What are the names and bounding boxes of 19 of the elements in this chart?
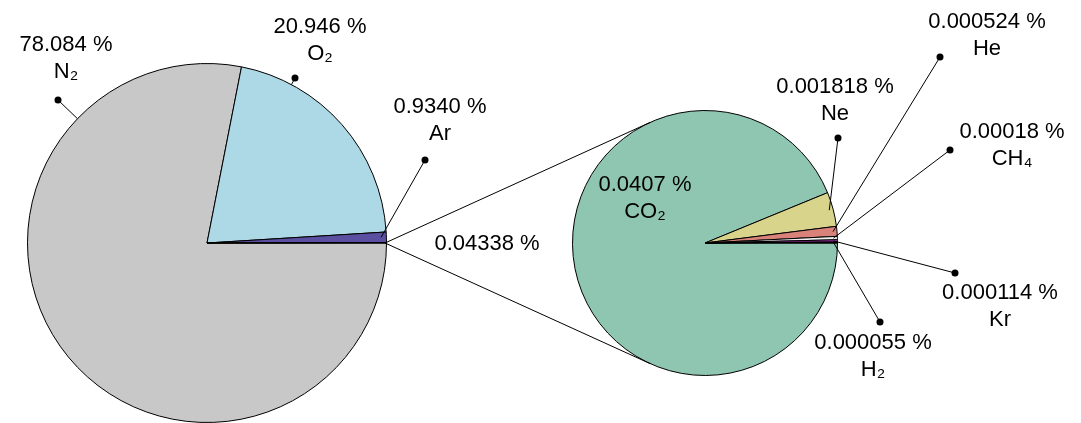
slice-label: Kr	[989, 306, 1011, 332]
slice-label: Ar	[429, 120, 451, 146]
slice-label: CH₄	[991, 145, 1033, 171]
data-label: 0.000524 %	[928, 8, 1046, 34]
data-label: 0.0407 %	[598, 171, 692, 197]
data-label: 0.04338 %	[434, 230, 540, 256]
slice-label: He	[972, 35, 1002, 61]
data-label: 0.00018 %	[959, 118, 1065, 144]
data-label: 0.001818 %	[776, 73, 894, 99]
slice-label: O₂	[307, 40, 333, 66]
slice-label: H₂	[860, 356, 886, 382]
data-label: 0.000114 %	[942, 279, 1058, 305]
slice-label: Ne	[820, 100, 850, 126]
slice-label: CO₂	[624, 198, 666, 224]
data-label: 78.084 %	[19, 31, 113, 57]
data-label: 0.000055 %	[814, 329, 932, 355]
data-label: 20.946 %	[273, 13, 367, 39]
data-label: 0.9340 %	[393, 93, 487, 119]
slice-label: N₂	[53, 58, 79, 84]
